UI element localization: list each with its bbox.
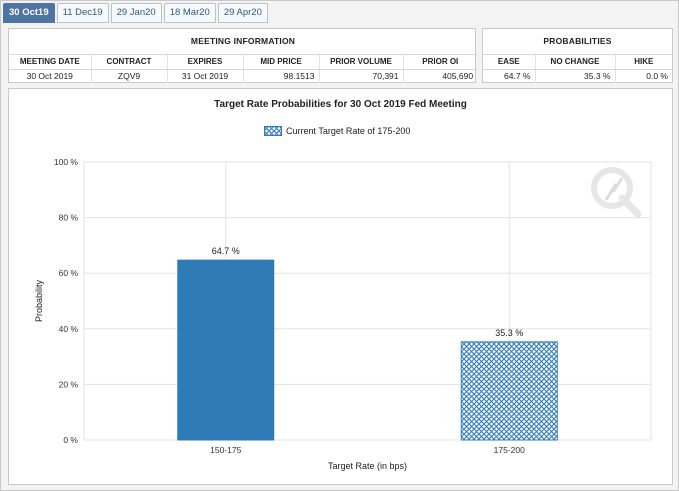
bar-175-200[interactable] [460,341,558,441]
cell-no-change: 35.3 % [535,69,616,83]
cell-meeting-date: 30 Oct 2019 [9,69,92,83]
y-tick-label: 60 % [59,268,79,278]
header-mid-price: MID PRICE [243,54,320,70]
tab-meeting-3[interactable]: 29 Jan20 [110,3,162,23]
tab-meeting-5[interactable]: 29 Apr20 [217,3,268,23]
probabilities-table: PROBABILITIES EASE NO CHANGE HIKE 64.7 %… [483,29,672,83]
table-row: 64.7 % 35.3 % 0.0 % [483,69,672,83]
header-expires: EXPIRES [167,54,244,70]
header-meeting-date: MEETING DATE [9,54,92,70]
x-tick-label: 175-200 [494,445,525,455]
header-no-change: NO CHANGE [535,54,616,70]
chart-panel: 0 % 20 % 40 % 60 % 80 % 100 % 64.7 % 150-175 35.… [8,88,673,485]
y-tick-label: 80 % [59,213,79,223]
plot-area [83,161,652,441]
cell-prior-volume: 70,391 [319,69,404,83]
meeting-information-title: MEETING INFORMATION [9,29,478,55]
cell-prior-oi: 405,690 [442,71,474,82]
header-prior-volume: PRIOR VOLUME [319,54,404,70]
chart-title: Target Rate Probabilities for 30 Oct 201… [214,99,467,110]
cell-mid-price: 98.1513 [243,69,320,83]
y-tick-label: 20 % [59,379,79,389]
meeting-information-table: MEETING INFORMATION MEETING DATE CONTRAC… [9,29,478,83]
y-tick-label: 0 % [63,435,78,445]
bar-data-label: 35.3 % [495,328,523,338]
y-axis-label: Probability [34,279,44,322]
meeting-information-panel: MEETING INFORMATION MEETING DATE CONTRAC… [8,28,478,83]
probabilities-title: PROBABILITIES [483,29,672,55]
header-contract: CONTRACT [91,54,168,70]
y-tick-label: 40 % [59,324,79,334]
quikstrike-logo-icon [591,167,642,218]
table-row: 30 Oct 2019 ZQV9 31 Oct 2019 98.1513 70,… [9,69,477,83]
header-prior-oi: PRIOR OI [403,54,478,70]
tab-meeting-2[interactable]: 11 Dec19 [56,3,109,23]
legend-swatch-icon [264,126,282,136]
bar-data-label: 64.7 % [212,246,240,256]
probability-chart: 0 % 20 % 40 % 60 % 80 % 100 % 64.7 % 150-175 35.… [34,157,652,471]
chart-legend[interactable]: Current Target Rate of 175-200 [264,126,410,136]
tab-meeting-4[interactable]: 18 Mar20 [163,3,216,23]
header-hike: HIKE [615,54,672,70]
bar-150-175[interactable] [177,259,275,441]
legend-label: Current Target Rate of 175-200 [286,126,411,136]
cell-contract: ZQV9 [91,69,168,83]
header-ease: EASE [483,54,536,70]
tab-meeting-1[interactable]: 30 Oct19 [3,3,55,23]
y-tick-label: 100 % [54,157,79,167]
cell-expires: 31 Oct 2019 [167,69,244,83]
meeting-tabs: 30 Oct19 11 Dec19 29 Jan20 18 Mar20 29 A… [3,3,270,25]
cell-hike: 0.0 % [646,71,668,82]
x-tick-label: 150-175 [210,445,241,455]
cell-ease: 64.7 % [483,69,536,83]
probabilities-panel: PROBABILITIES EASE NO CHANGE HIKE 64.7 %… [482,28,673,83]
x-axis-label: Target Rate (in bps) [328,461,407,471]
